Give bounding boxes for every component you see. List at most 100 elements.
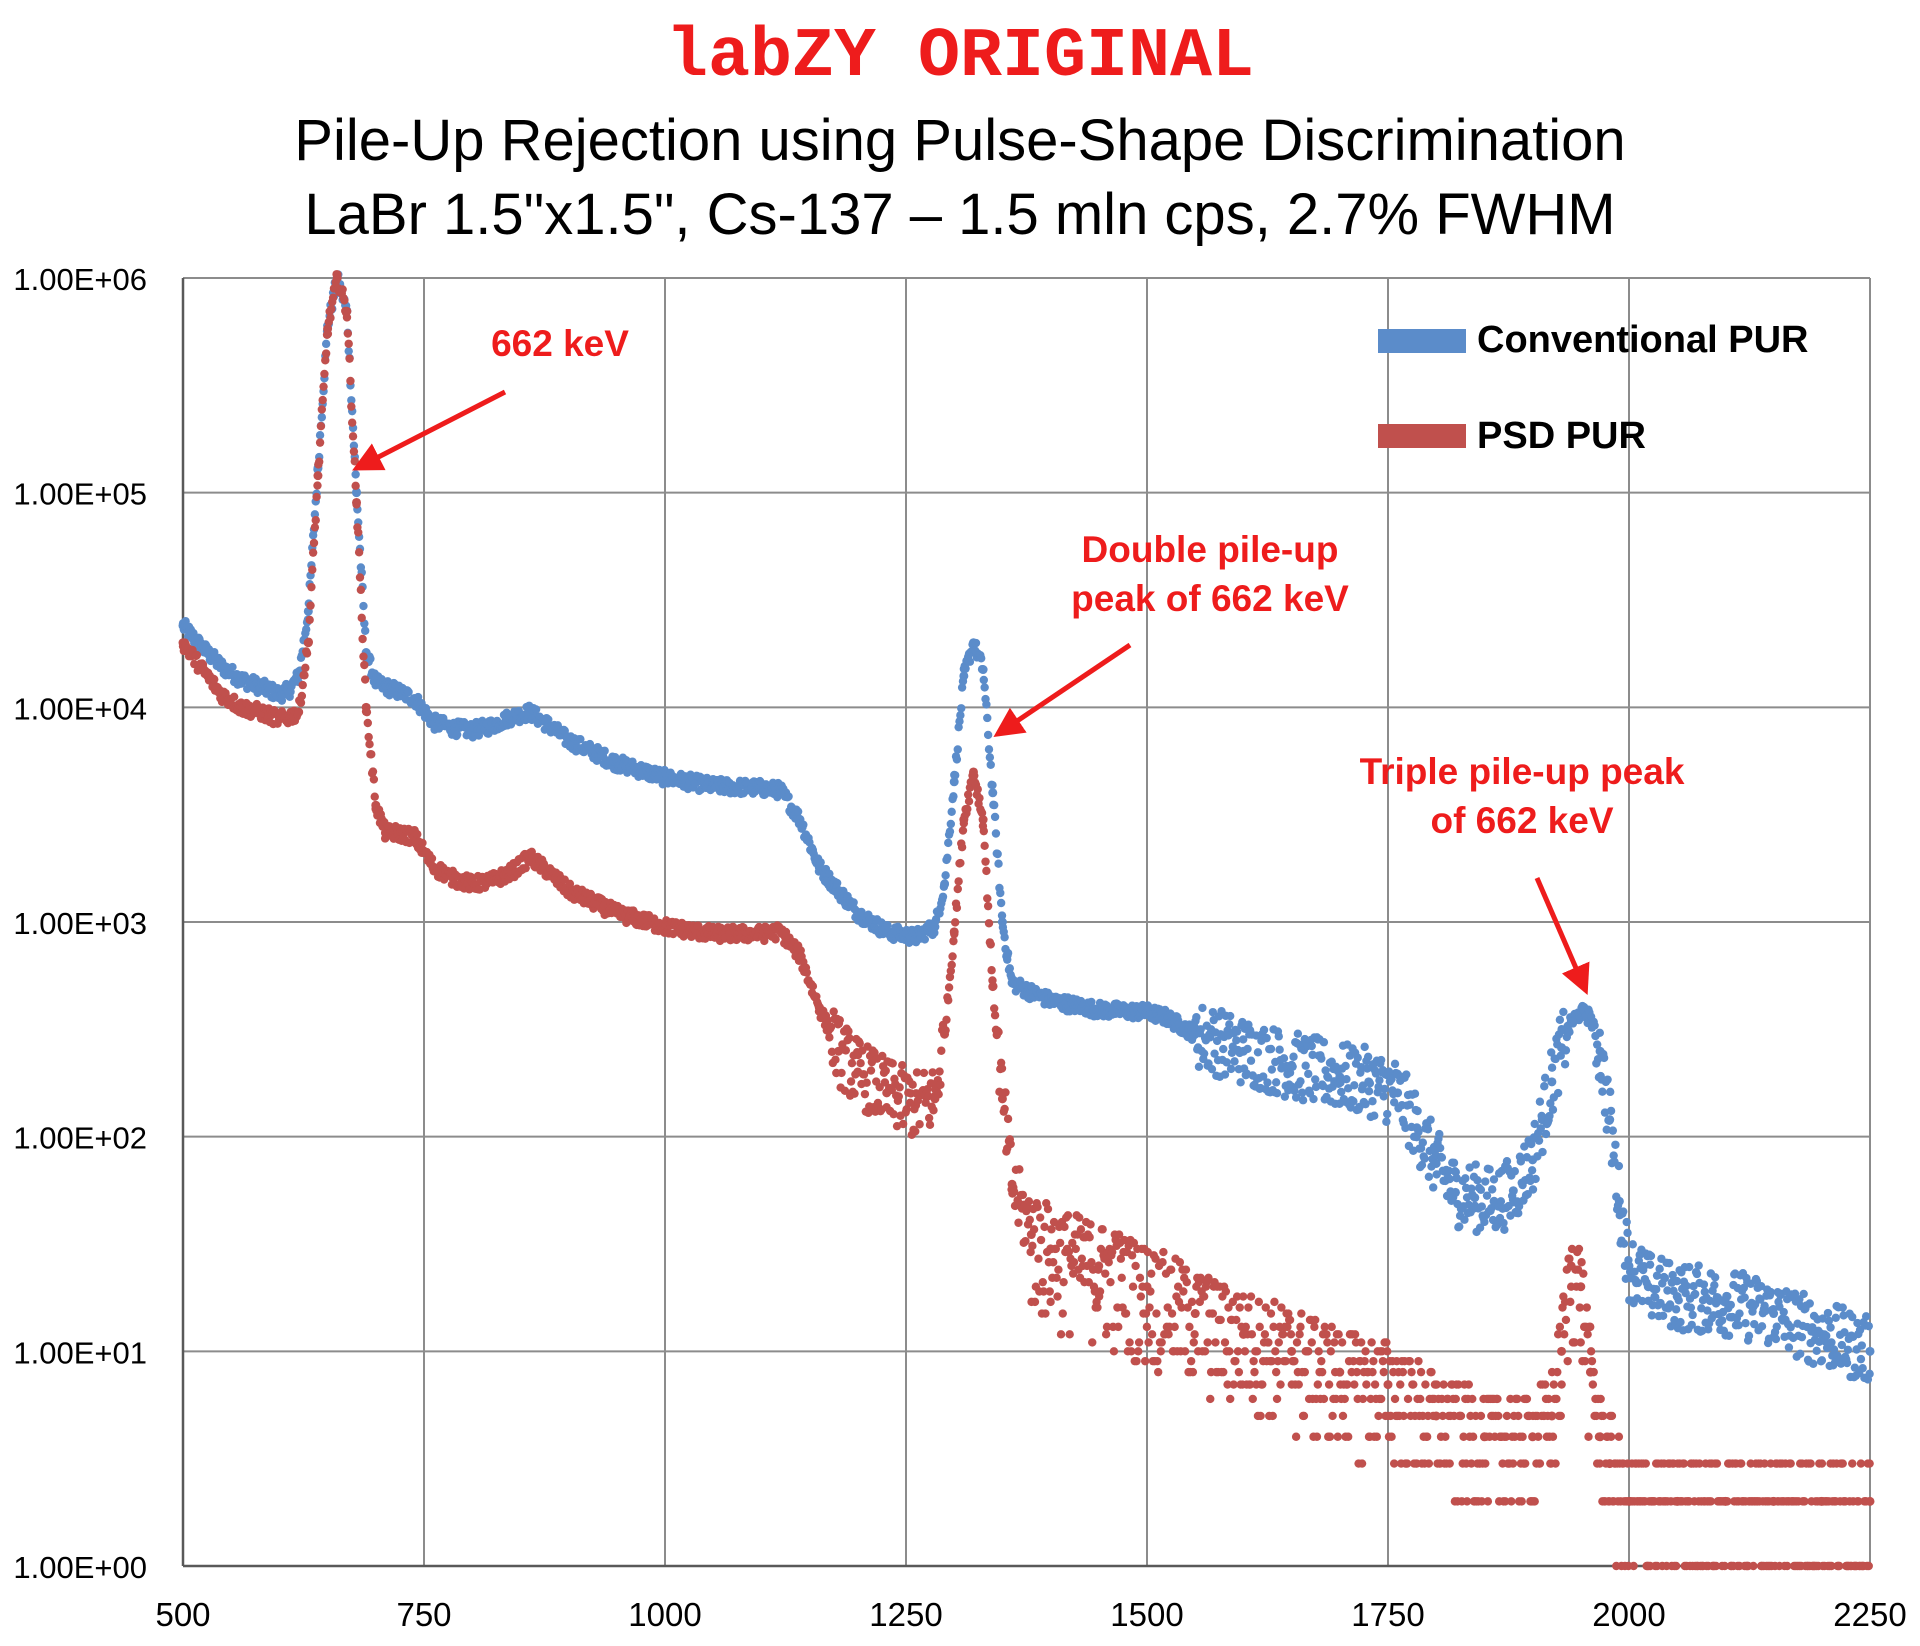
conventional-pur-point — [1003, 955, 1012, 964]
conventional-pur-point — [1831, 1313, 1840, 1322]
psd-pur-point — [301, 663, 310, 673]
conventional-pur-point — [1280, 1092, 1290, 1101]
conventional-pur-point — [1710, 1280, 1719, 1290]
legend-swatch-psd — [1378, 424, 1466, 448]
psd-pur-point — [1540, 1380, 1550, 1389]
conventional-pur-point — [984, 745, 994, 754]
conventional-pur-point — [947, 807, 956, 816]
psd-pur-point — [1749, 1561, 1758, 1571]
conventional-pur-point — [1274, 1032, 1283, 1041]
psd-pur-point — [1146, 1287, 1155, 1296]
conventional-pur-point — [1633, 1278, 1643, 1288]
conventional-pur-point — [1735, 1309, 1744, 1318]
psd-pur-point — [348, 432, 358, 441]
conventional-pur-point — [1429, 1183, 1438, 1192]
psd-pur-point — [1402, 1459, 1412, 1468]
psd-pur-point — [350, 457, 359, 466]
psd-pur-point — [1555, 1322, 1565, 1332]
conventional-pur-point — [1827, 1338, 1836, 1347]
psd-pur-point — [1422, 1432, 1432, 1441]
conventional-pur-point — [1684, 1262, 1694, 1272]
conventional-pur-point — [883, 920, 892, 930]
conventional-pur-point — [1298, 1088, 1307, 1097]
psd-pur-point — [1543, 1411, 1552, 1421]
conventional-pur-point — [1645, 1260, 1655, 1269]
psd-pur-point — [311, 515, 320, 525]
conventional-pur-point — [1864, 1321, 1873, 1331]
psd-pur-point — [1093, 1303, 1102, 1312]
psd-pur-point — [1000, 1104, 1009, 1114]
psd-pur-point — [1058, 1309, 1067, 1318]
conventional-pur-point — [1547, 1048, 1556, 1057]
psd-pur-point — [1399, 1411, 1408, 1421]
psd-pur-point — [1281, 1356, 1290, 1366]
psd-pur-point — [1382, 1338, 1391, 1347]
psd-pur-point — [1247, 1330, 1257, 1339]
conventional-pur-point — [1723, 1292, 1732, 1301]
conventional-pur-point — [1383, 1109, 1392, 1119]
psd-pur-point — [1362, 1380, 1371, 1389]
conventional-pur-point — [1809, 1359, 1818, 1369]
axes — [181, 278, 1870, 1568]
psd-pur-point — [1258, 1380, 1267, 1389]
psd-pur-point — [333, 270, 342, 279]
conventional-pur-point — [452, 730, 462, 739]
psd-pur-point — [1271, 1347, 1280, 1356]
psd-pur-point — [360, 660, 369, 670]
conventional-pur-point — [1614, 1161, 1624, 1171]
conventional-pur-point — [1734, 1320, 1743, 1330]
psd-pur-point — [1369, 1356, 1378, 1366]
conventional-pur-point — [1405, 1100, 1414, 1109]
psd-pur-point — [297, 691, 307, 701]
psd-pur-point — [1075, 1213, 1084, 1222]
conventional-pur-point — [949, 777, 959, 787]
psd-pur-point — [1136, 1292, 1146, 1301]
legend-label-psd: PSD PUR — [1477, 415, 1646, 457]
psd-pur-point — [1267, 1356, 1277, 1366]
conventional-pur-point — [983, 713, 992, 723]
y-tick-label: 1.00E+03 — [13, 906, 147, 941]
conventional-pur-point — [943, 853, 952, 863]
x-tick-label: 1500 — [1110, 1596, 1183, 1633]
conventional-pur-point — [1426, 1115, 1435, 1124]
psd-pur-point — [1594, 1432, 1604, 1441]
conventional-pur-point — [1799, 1289, 1808, 1299]
conventional-pur-point — [1692, 1269, 1702, 1279]
psd-pur-point — [1151, 1254, 1160, 1263]
psd-pur-point — [326, 313, 335, 323]
conventional-pur-point — [1288, 1062, 1297, 1071]
psd-pur-point — [1250, 1367, 1259, 1377]
conventional-pur-point — [404, 687, 413, 697]
psd-pur-point — [1361, 1347, 1370, 1356]
psd-pur-point — [1548, 1432, 1558, 1441]
psd-pur-point — [1838, 1459, 1847, 1468]
conventional-pur-point — [1336, 1078, 1345, 1087]
psd-pur-point — [1134, 1338, 1144, 1347]
psd-pur-point — [983, 894, 992, 903]
psd-pur-point — [1254, 1297, 1264, 1307]
conventional-pur-point — [1427, 1162, 1436, 1171]
conventional-pur-point — [1271, 1078, 1281, 1087]
psd-pur-point — [1589, 1367, 1598, 1377]
psd-pur-point — [1607, 1411, 1617, 1421]
psd-pur-point — [1389, 1459, 1399, 1468]
conventional-pur-point — [784, 792, 793, 801]
psd-pur-point — [1517, 1497, 1526, 1506]
conventional-pur-point — [600, 746, 609, 755]
conventional-pur-point — [950, 771, 960, 780]
psd-pur-point — [318, 395, 327, 405]
conventional-pur-point — [1531, 1174, 1540, 1184]
psd-pur-point — [305, 615, 314, 625]
psd-pur-point — [1586, 1347, 1596, 1356]
conventional-pur-point — [1741, 1319, 1750, 1328]
conventional-pur-point — [1703, 1306, 1712, 1315]
psd-pur-point — [313, 471, 323, 481]
conventional-pur-point — [1370, 1111, 1379, 1120]
psd-pur-point — [1296, 1322, 1305, 1332]
psd-pur-point — [1720, 1561, 1729, 1571]
conventional-pur-point — [1699, 1280, 1709, 1289]
legend-label-conventional: Conventional PUR — [1477, 319, 1808, 361]
psd-pur-point — [1094, 1265, 1103, 1274]
conventional-pur-point — [1445, 1174, 1454, 1184]
